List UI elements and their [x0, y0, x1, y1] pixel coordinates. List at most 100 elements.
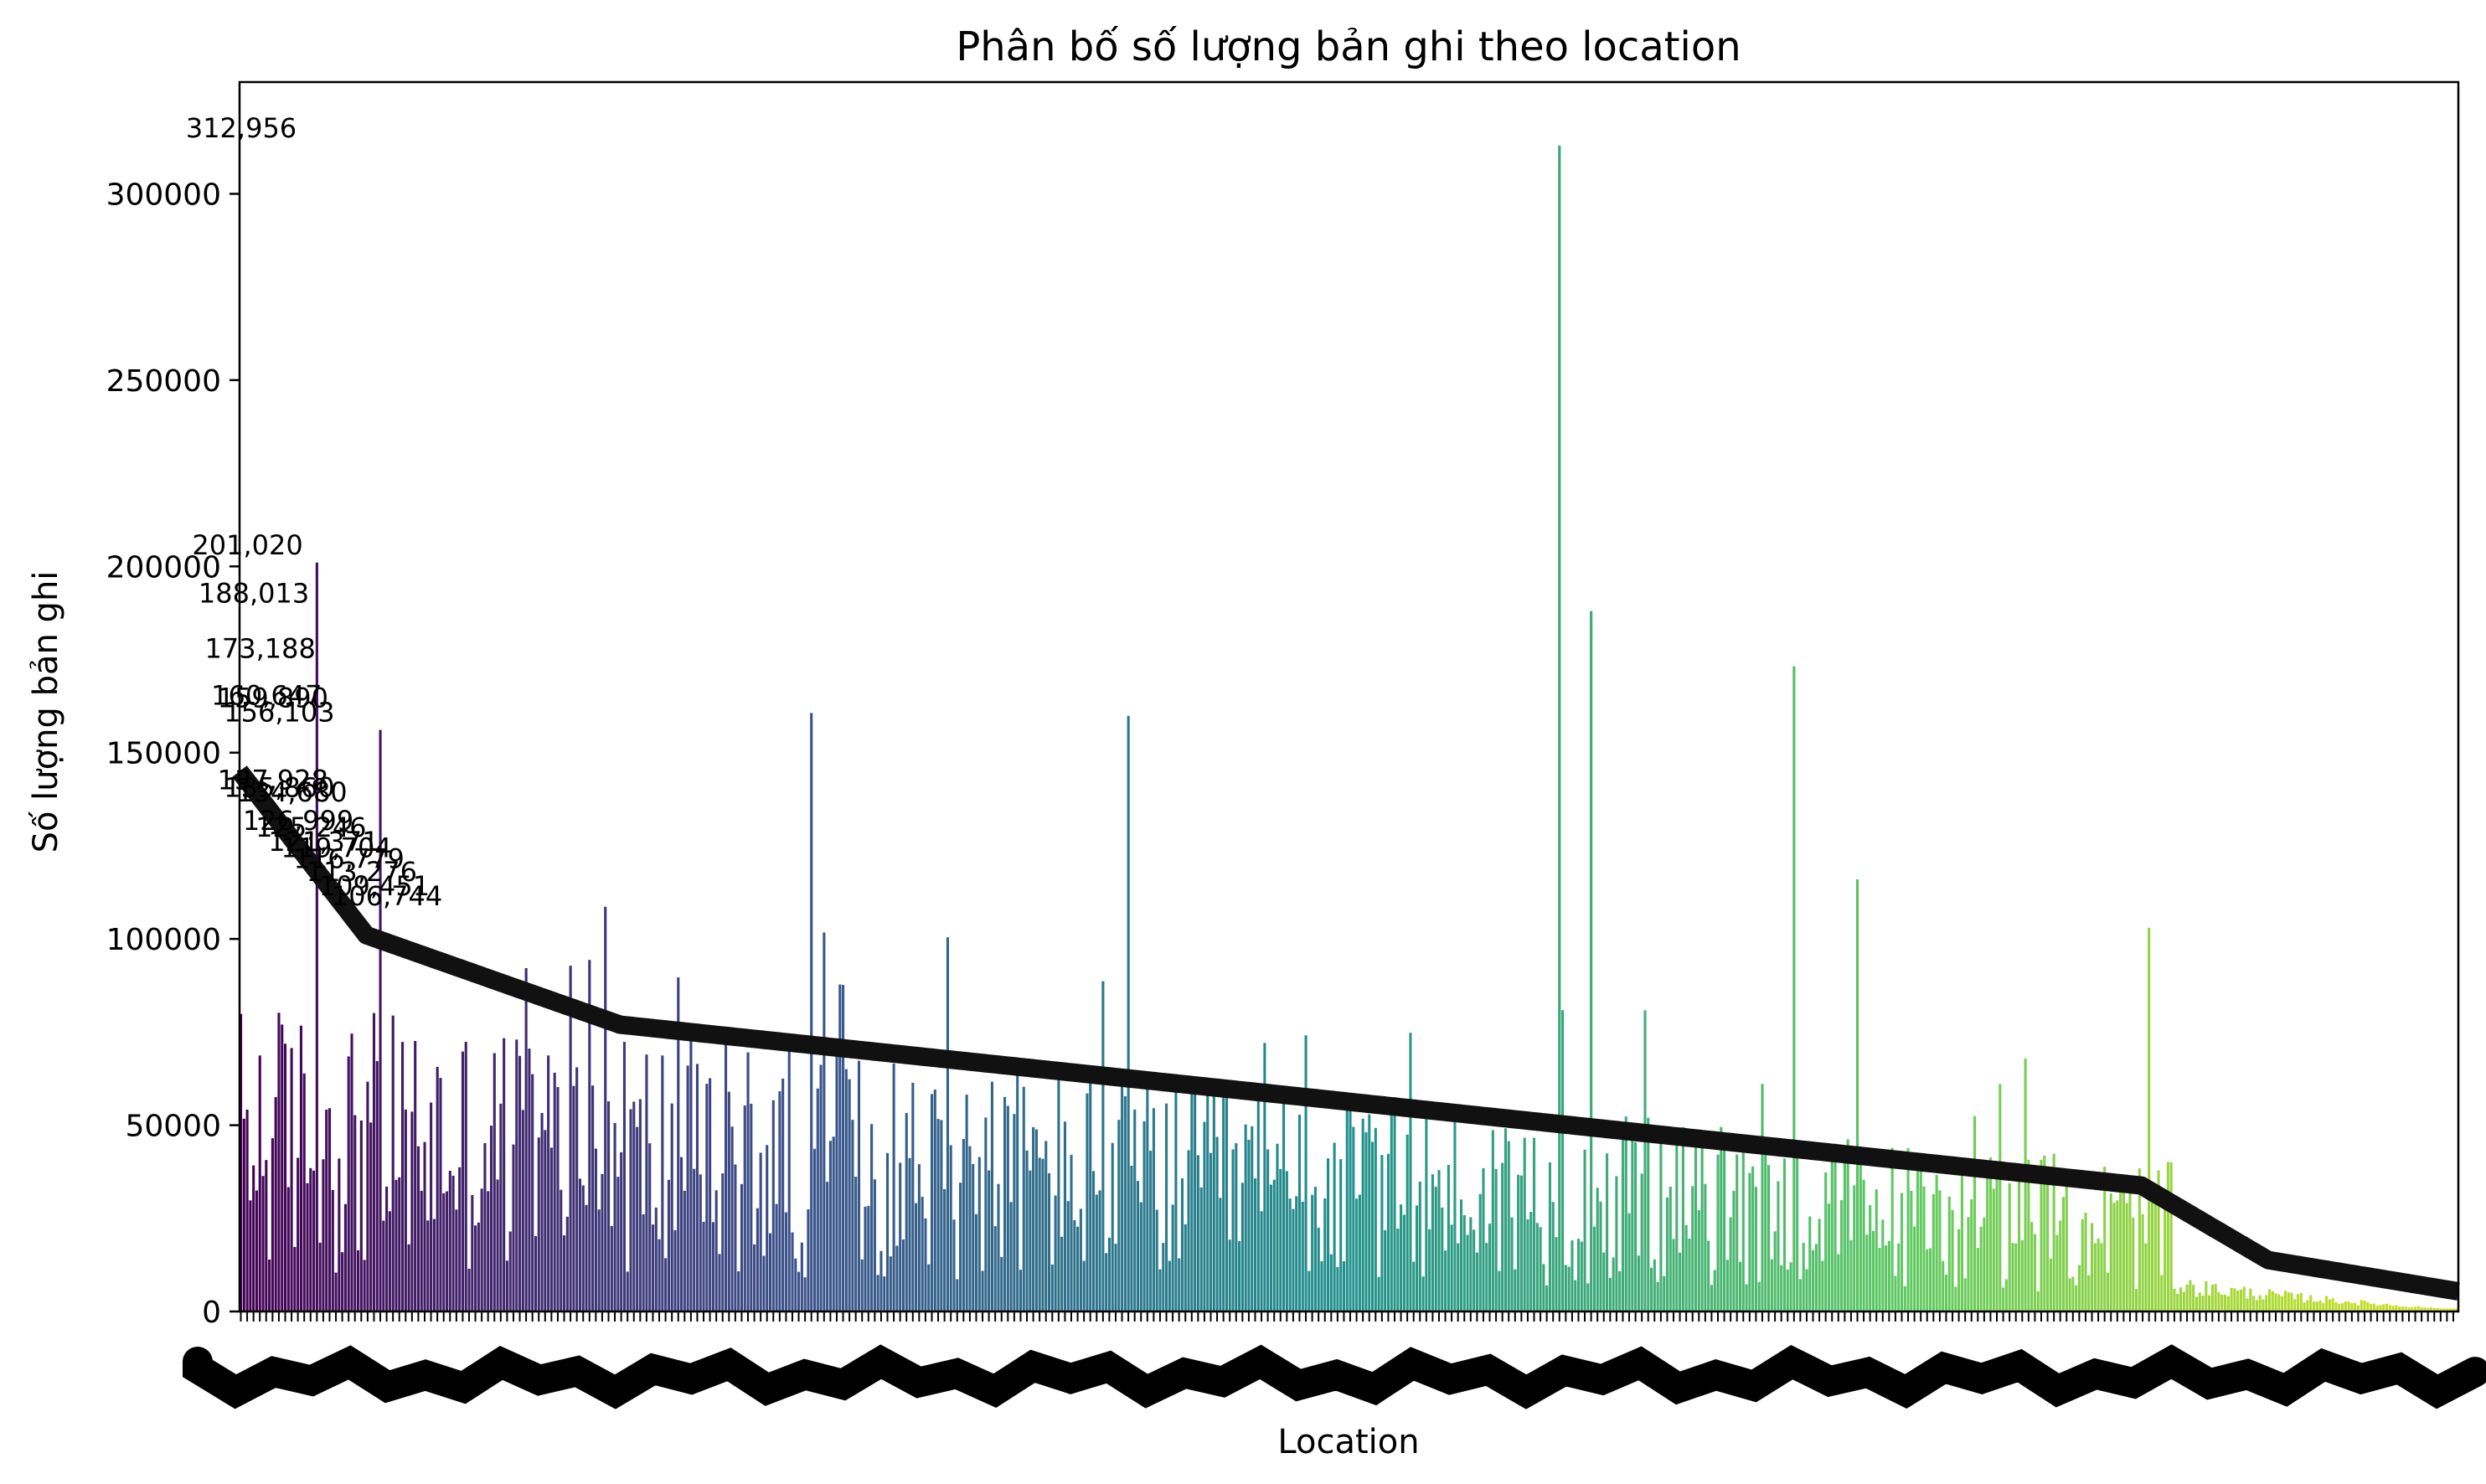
bar: [1098, 1190, 1101, 1311]
bar: [974, 1213, 978, 1311]
bar: [2255, 1300, 2258, 1311]
bar: [972, 1163, 975, 1311]
bar: [2179, 1287, 2183, 1311]
bar: [1029, 1170, 1032, 1311]
bar: [2382, 1304, 2385, 1311]
bar: [1707, 1240, 1710, 1311]
bar: [404, 1109, 407, 1311]
bar: [1421, 1276, 1425, 1311]
bar: [1865, 1234, 1869, 1311]
bar: [1647, 1117, 1650, 1311]
bar: [2287, 1292, 2290, 1311]
bar: [1580, 1241, 1583, 1311]
bar: [1501, 1162, 1504, 1311]
bar: [2081, 1219, 2084, 1311]
bar: [2299, 1293, 2303, 1311]
bar: [1558, 145, 1561, 1311]
bar: [1535, 1223, 1539, 1311]
bar: [1574, 1280, 1577, 1311]
bar: [1240, 1183, 1244, 1311]
bar: [1441, 1207, 1444, 1311]
bar: [1459, 1199, 1463, 1311]
bar: [1878, 1248, 1881, 1311]
bar: [1485, 1243, 1488, 1311]
chart-title: Phân bố số lượng bản ghi theo location: [956, 23, 1741, 70]
bar: [1231, 1149, 1235, 1311]
data-label: 121,371: [268, 826, 379, 858]
bar: [1444, 1250, 1447, 1311]
bar: [1380, 1155, 1384, 1311]
bar: [480, 1188, 483, 1311]
bar: [2122, 1182, 2125, 1311]
bar: [1288, 1198, 1292, 1311]
bar: [471, 1195, 474, 1311]
bar: [1967, 1217, 1970, 1311]
bar: [401, 1042, 405, 1311]
bar: [2106, 1272, 2110, 1311]
data-label: 160,647: [211, 679, 322, 711]
bar: [1054, 1195, 1057, 1311]
bar: [601, 1173, 604, 1311]
bar: [1976, 1247, 1979, 1311]
bar: [268, 1260, 271, 1311]
bar: [2379, 1305, 2382, 1311]
bar: [1903, 1286, 1906, 1311]
bar: [1152, 1108, 1155, 1311]
bar: [1225, 1098, 1229, 1311]
bar: [693, 1168, 696, 1311]
bar: [1469, 1217, 1473, 1311]
bar: [286, 1187, 290, 1311]
bar: [2002, 1287, 2005, 1311]
bar: [1988, 1157, 1993, 1311]
bar: [569, 966, 572, 1311]
bar: [1276, 1143, 1279, 1311]
bar: [1390, 1104, 1393, 1311]
bar: [2297, 1294, 2300, 1311]
bar: [1034, 1129, 1038, 1311]
bar: [2112, 1203, 2116, 1311]
bar: [2036, 1291, 2040, 1311]
bar: [1643, 1010, 1647, 1311]
bar: [1802, 1242, 1805, 1311]
bar: [1571, 1240, 1574, 1311]
bar: [2230, 1287, 2233, 1311]
bar: [645, 1054, 648, 1311]
bar: [1567, 1266, 1571, 1311]
bar: [1171, 1204, 1174, 1311]
bar: [2210, 1285, 2214, 1311]
bar: [670, 1103, 673, 1311]
bar: [420, 1190, 423, 1311]
bar: [372, 1013, 376, 1311]
bar: [1983, 1217, 1986, 1311]
bar: [1329, 1254, 1333, 1311]
bar: [1979, 1226, 1983, 1311]
bar: [572, 1085, 575, 1311]
bar: [1044, 1141, 1048, 1311]
bar: [1935, 1174, 1938, 1311]
bar: [1475, 1252, 1478, 1311]
bar: [1295, 1196, 1298, 1311]
bar: [2169, 1162, 2173, 1311]
bar: [2065, 1177, 2068, 1311]
bar: [2093, 1243, 2097, 1311]
bar: [436, 1066, 439, 1311]
bar: [2318, 1300, 2322, 1311]
bar: [1818, 1219, 1821, 1311]
bar: [2166, 1162, 2169, 1311]
bar: [610, 1225, 613, 1311]
bar: [1757, 1281, 1761, 1311]
bar: [885, 1152, 890, 1311]
bar: [2452, 1308, 2455, 1311]
bar: [1824, 1172, 1828, 1311]
bar: [620, 1152, 623, 1311]
bar: [2223, 1294, 2227, 1311]
bar: [1922, 1186, 1926, 1311]
bar: [2071, 1276, 2075, 1311]
data-label: 126,999: [243, 805, 353, 837]
bar: [1602, 1252, 1606, 1311]
y-axis-ticks: 0 50000 100000 150000 200000 250000 300000: [106, 178, 240, 1330]
bar: [1916, 1155, 1919, 1311]
bar: [1608, 1277, 1612, 1311]
bar: [794, 1258, 797, 1311]
